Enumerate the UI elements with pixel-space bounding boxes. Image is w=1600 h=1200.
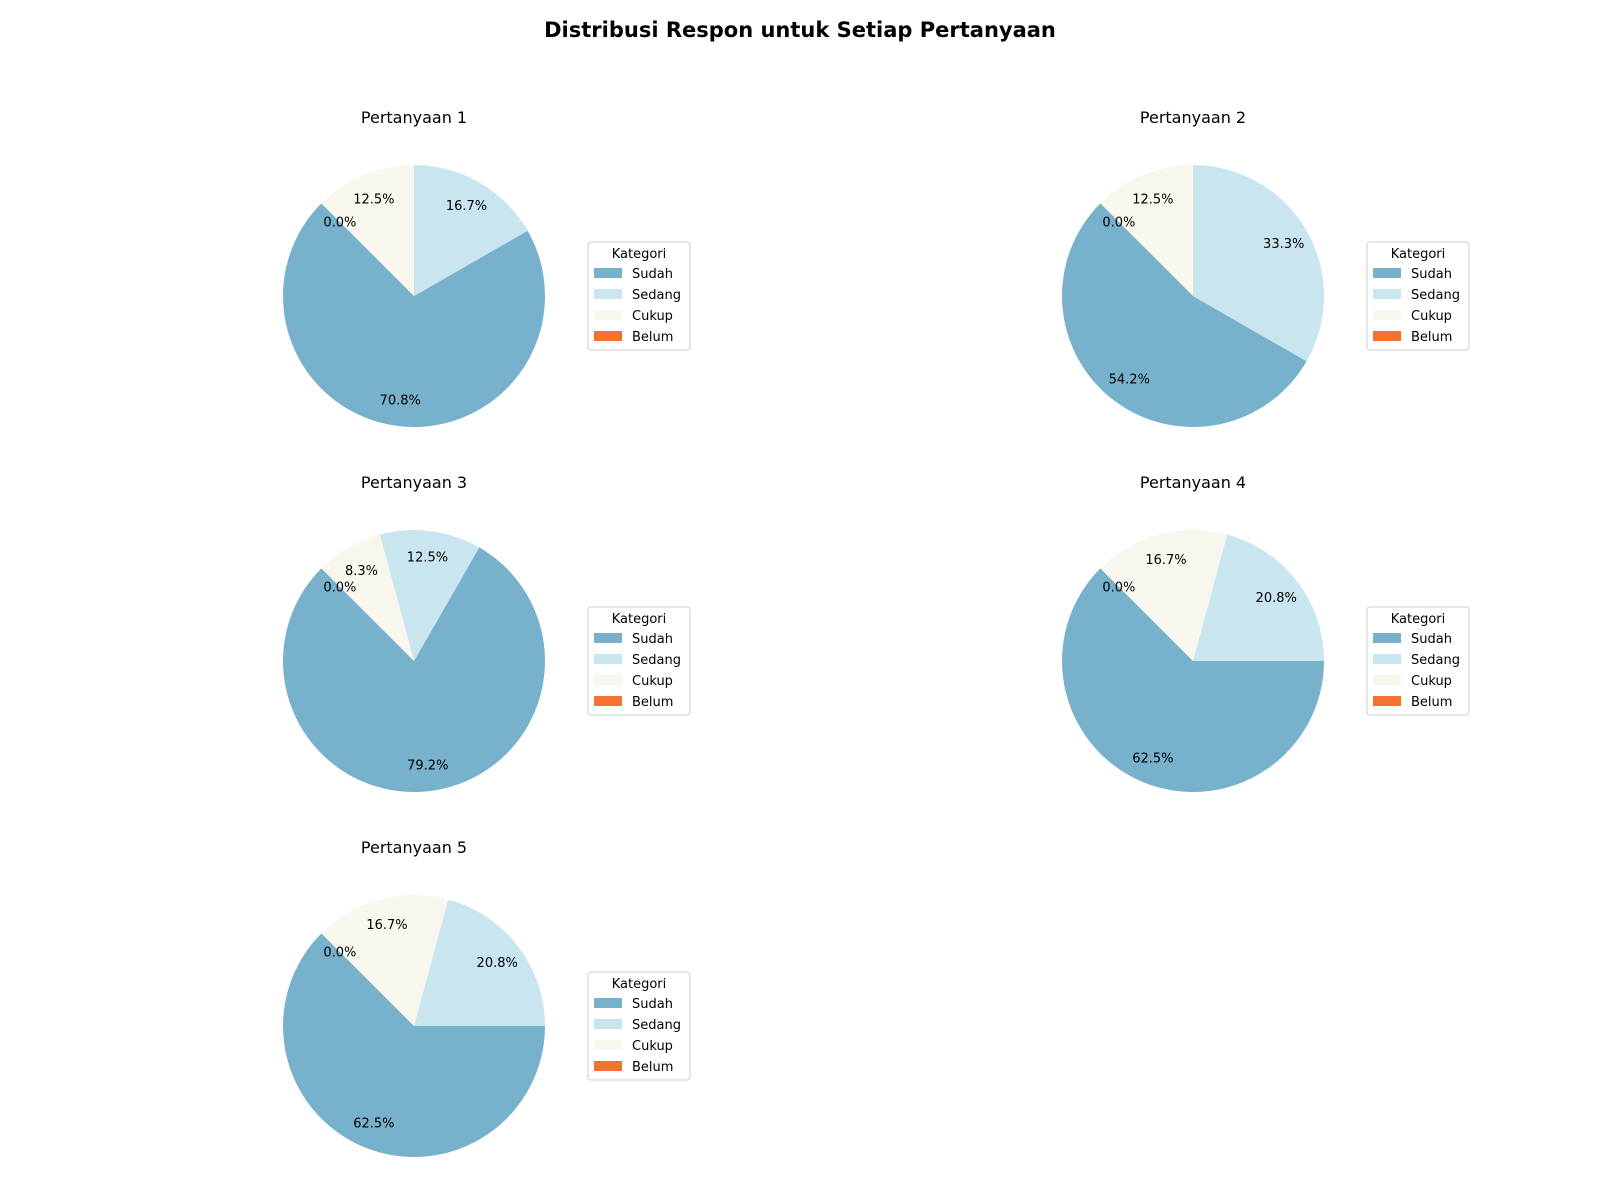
pie-label-cukup: 12.5% bbox=[353, 193, 394, 208]
pie-chart-1: Pertanyaan 1 70.8% 16.7% 12.5% 0.0% Kategori S… bbox=[283, 108, 691, 428]
legend-swatch-sudah bbox=[594, 633, 622, 643]
legend-entry-cukup: Cukup bbox=[632, 674, 673, 689]
pie-label-belum: 0.0% bbox=[323, 945, 356, 960]
legend-title: Kategori bbox=[612, 247, 667, 262]
pie-label-belum: 0.0% bbox=[323, 580, 356, 595]
legend-entry-belum: Belum bbox=[1411, 695, 1452, 710]
legend-swatch-belum bbox=[1373, 331, 1401, 341]
legend-entry-belum: Belum bbox=[632, 695, 673, 710]
legend-title: Kategori bbox=[612, 612, 667, 627]
legend-entry-sudah: Sudah bbox=[1411, 267, 1452, 282]
legend: Kategori Sudah Sedang Cukup Belum bbox=[1366, 606, 1470, 716]
pie-chart-5: Pertanyaan 5 62.5% 20.8% 16.7% 0.0% Kategori S… bbox=[283, 838, 691, 1157]
legend-swatch-sudah bbox=[1373, 268, 1401, 278]
pie-slice-cukup bbox=[321, 895, 449, 1026]
legend-swatch-belum bbox=[594, 331, 622, 341]
pie-slice-sedang bbox=[1193, 534, 1324, 661]
legend-entry-cukup: Cukup bbox=[1411, 309, 1452, 324]
pie-label-sedang: 33.3% bbox=[1263, 237, 1304, 252]
legend-swatch-cukup bbox=[1373, 310, 1401, 320]
legend-entry-belum: Belum bbox=[632, 330, 673, 345]
legend-entry-belum: Belum bbox=[1411, 330, 1452, 345]
pie-title: Pertanyaan 4 bbox=[1140, 473, 1246, 492]
legend: Kategori Sudah Sedang Cukup Belum bbox=[1366, 241, 1470, 351]
pie-label-sedang: 20.8% bbox=[477, 956, 518, 971]
pie-slice-cukup bbox=[1100, 165, 1193, 296]
pie-title: Pertanyaan 2 bbox=[1140, 108, 1246, 127]
legend-entry-sedang: Sedang bbox=[632, 1018, 681, 1033]
pie-label-sedang: 16.7% bbox=[446, 199, 487, 214]
pie-label-sedang: 20.8% bbox=[1256, 591, 1297, 606]
legend-entry-belum: Belum bbox=[632, 1060, 673, 1075]
legend-entry-sudah: Sudah bbox=[632, 997, 673, 1012]
pie-title: Pertanyaan 1 bbox=[361, 108, 467, 127]
pie-label-cukup: 16.7% bbox=[1145, 553, 1186, 568]
pie-slice-sudah bbox=[283, 203, 545, 428]
legend-swatch-cukup bbox=[594, 675, 622, 685]
pie-slice-cukup bbox=[1100, 530, 1228, 661]
legend-entry-sudah: Sudah bbox=[1411, 632, 1452, 647]
legend-entry-sedang: Sedang bbox=[632, 653, 681, 668]
legend-swatch-sudah bbox=[1373, 633, 1401, 643]
pie-label-cukup: 16.7% bbox=[366, 918, 407, 933]
legend-entry-sudah: Sudah bbox=[632, 267, 673, 282]
pie-label-cukup: 8.3% bbox=[345, 564, 378, 579]
pie-label-cukup: 12.5% bbox=[1132, 193, 1173, 208]
pie-label-sudah: 62.5% bbox=[353, 1116, 394, 1131]
pie-slice-sedang bbox=[1193, 165, 1324, 362]
legend-entry-cukup: Cukup bbox=[1411, 674, 1452, 689]
legend-swatch-belum bbox=[594, 696, 622, 706]
pie-slice-sudah bbox=[1062, 568, 1324, 792]
legend-swatch-sedang bbox=[1373, 289, 1401, 299]
legend-entry-sedang: Sedang bbox=[632, 288, 681, 303]
legend-swatch-sedang bbox=[1373, 654, 1401, 664]
legend-swatch-sedang bbox=[594, 1019, 622, 1029]
legend-swatch-belum bbox=[594, 1061, 622, 1071]
pie-slice-sudah bbox=[283, 933, 545, 1157]
pie-label-sudah: 79.2% bbox=[407, 758, 448, 773]
legend-title: Kategori bbox=[1391, 247, 1446, 262]
pie-slice-cukup bbox=[321, 534, 414, 661]
pie-slice-cukup bbox=[321, 165, 414, 296]
legend-swatch-cukup bbox=[594, 310, 622, 320]
pie-chart-4: Pertanyaan 4 62.5% 20.8% 16.7% 0.0% Kategori S… bbox=[1062, 473, 1470, 792]
pie-label-sudah: 54.2% bbox=[1109, 373, 1150, 388]
legend-title: Kategori bbox=[612, 977, 667, 992]
pie-chart-3: Pertanyaan 3 79.2% 12.5% 8.3%0.0% Kategori Su… bbox=[283, 473, 691, 793]
legend-swatch-cukup bbox=[1373, 675, 1401, 685]
pie-slice-sedang bbox=[414, 899, 545, 1026]
legend: Kategori Sudah Sedang Cukup Belum bbox=[587, 971, 691, 1081]
legend-entry-cukup: Cukup bbox=[632, 1039, 673, 1054]
pie-slice-sedang bbox=[379, 530, 480, 661]
pie-slice-sudah bbox=[1062, 203, 1307, 428]
legend-title: Kategori bbox=[1391, 612, 1446, 627]
pie-slice-sedang bbox=[414, 165, 528, 296]
pie-chart-2: Pertanyaan 2 54.2% 33.3% 12.5% 0.0% Kategori S… bbox=[1062, 108, 1470, 428]
legend-swatch-cukup bbox=[594, 1040, 622, 1050]
legend-swatch-sedang bbox=[594, 289, 622, 299]
pie-label-belum: 0.0% bbox=[323, 215, 356, 230]
legend: Kategori Sudah Sedang Cukup Belum bbox=[587, 241, 691, 351]
legend-entry-cukup: Cukup bbox=[632, 309, 673, 324]
figure-title: Distribusi Respon untuk Setiap Pertanyaa… bbox=[544, 18, 1056, 42]
legend-swatch-sudah bbox=[594, 998, 622, 1008]
legend-swatch-sudah bbox=[594, 268, 622, 278]
pie-title: Pertanyaan 5 bbox=[361, 838, 467, 857]
legend-swatch-belum bbox=[1373, 696, 1401, 706]
legend-entry-sudah: Sudah bbox=[632, 632, 673, 647]
pie-label-sedang: 12.5% bbox=[407, 551, 448, 566]
pie-label-sudah: 62.5% bbox=[1132, 751, 1173, 766]
pie-label-belum: 0.0% bbox=[1102, 215, 1135, 230]
legend: Kategori Sudah Sedang Cukup Belum bbox=[587, 606, 691, 716]
legend-swatch-sedang bbox=[594, 654, 622, 664]
legend-entry-sedang: Sedang bbox=[1411, 653, 1460, 668]
pie-title: Pertanyaan 3 bbox=[361, 473, 467, 492]
legend-entry-sedang: Sedang bbox=[1411, 288, 1460, 303]
pie-label-sudah: 70.8% bbox=[380, 393, 421, 408]
pie-slice-sudah bbox=[283, 547, 546, 793]
pie-label-belum: 0.0% bbox=[1102, 580, 1135, 595]
